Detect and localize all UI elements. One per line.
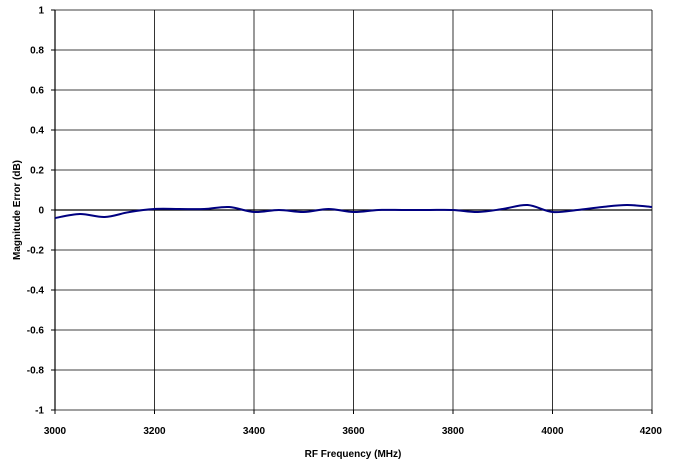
x-tick-label: 4200 <box>640 426 663 437</box>
y-axis-title: Magnitude Error (dB) <box>12 160 23 260</box>
y-tick-label: 1 <box>38 6 44 17</box>
series-line <box>54 203 653 219</box>
x-tick-label: 3600 <box>342 426 365 437</box>
y-tick-label: -0.4 <box>27 286 45 297</box>
x-tick-labels: 3000 3200 3400 3600 3800 4000 4200 <box>44 426 663 437</box>
y-tick-label: 0.4 <box>30 126 44 137</box>
series-layer <box>54 203 653 219</box>
y-tick-labels: 1 0.8 0.6 0.4 0.2 0 -0.2 -0.4 -0.6 -0.8 -1 <box>27 6 45 417</box>
x-tick-label: 4000 <box>541 426 564 437</box>
y-tick-label: 0.2 <box>30 166 44 177</box>
y-tick-label: 0 <box>38 206 44 217</box>
y-tick-label: -0.2 <box>27 246 45 257</box>
x-tick-label: 3000 <box>44 426 67 437</box>
y-tick-label: -0.8 <box>27 366 45 377</box>
x-tick-label: 3400 <box>243 426 266 437</box>
y-tick-label: 0.6 <box>30 86 44 97</box>
x-tick-label: 3200 <box>143 426 166 437</box>
y-tick-label: 0.8 <box>30 46 44 57</box>
y-tick-label: -1 <box>35 406 44 417</box>
y-tick-label: -0.6 <box>27 326 45 337</box>
x-axis-title: RF Frequency (MHz) <box>305 449 402 460</box>
x-tick-label: 3800 <box>442 426 465 437</box>
